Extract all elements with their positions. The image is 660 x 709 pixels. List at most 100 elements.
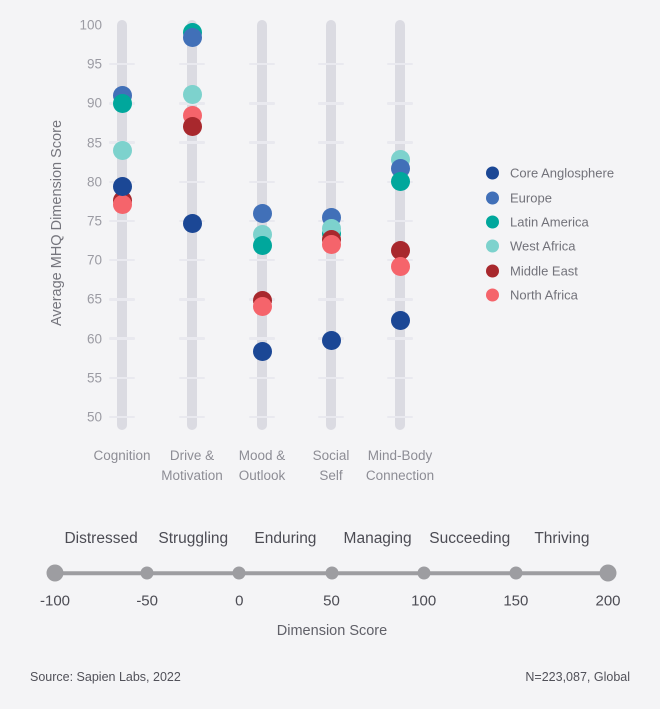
- category-label-line: Mind-Body: [367, 448, 433, 463]
- y-tick-label: 90: [86, 95, 102, 111]
- category-label-line: Drive &: [169, 448, 215, 463]
- scale-tick-label: 50: [323, 592, 340, 610]
- zone-label-distressed: Distressed: [64, 530, 138, 547]
- legend-item-north-africa: North Africa: [486, 288, 578, 303]
- zone-label-managing: Managing: [343, 530, 412, 547]
- legend-item-europe: Europe: [486, 191, 552, 206]
- y-tick-label: 55: [86, 370, 102, 386]
- category-label-line: Outlook: [238, 468, 286, 483]
- bar-tick-mark: [318, 376, 344, 380]
- data-point-core-anglosphere: [390, 311, 410, 331]
- category-label: Drive & Motivation: [161, 446, 223, 486]
- data-point-west-africa: [112, 140, 132, 160]
- y-tick-label: 65: [86, 291, 102, 307]
- data-point-middle-east: [390, 241, 410, 261]
- y-tick-label: 70: [86, 252, 102, 268]
- y-tick-label: 95: [86, 56, 102, 72]
- zone-label-succeeding: Succeeding: [429, 530, 511, 547]
- bar-tick-mark: [387, 219, 413, 223]
- dimension-bar: [395, 20, 405, 430]
- data-point-core-anglosphere: [252, 341, 272, 361]
- scale-tick-label: 150: [503, 592, 529, 610]
- category-label-line: Motivation: [161, 468, 223, 483]
- legend-swatch-icon: [486, 288, 499, 302]
- category-label: Social Self: [313, 446, 350, 486]
- category-label-line: Connection: [365, 468, 435, 483]
- legend-swatch-icon: [486, 191, 499, 205]
- bar-tick-mark: [387, 337, 413, 340]
- legend-item-core-anglosphere: Core Anglosphere: [486, 166, 614, 181]
- bar-tick-mark: [249, 258, 275, 262]
- data-point-latin-america: [112, 93, 132, 113]
- data-point-latin-america: [252, 235, 272, 255]
- bar-tick-mark: [249, 180, 275, 184]
- bar-tick-mark: [249, 62, 275, 66]
- category-label: Mood & Outlook: [239, 446, 286, 486]
- bar-tick-mark: [387, 298, 413, 301]
- legend-item-latin-america: Latin America: [486, 215, 589, 230]
- data-point-north-africa: [252, 296, 272, 316]
- bar-tick-mark: [387, 376, 413, 380]
- bar-tick-mark: [109, 415, 135, 419]
- bar-tick-mark: [387, 102, 413, 105]
- scale-tick-label: -100: [39, 592, 71, 610]
- bar-tick-mark: [109, 376, 135, 380]
- bar-tick-mark: [318, 298, 344, 301]
- scale-dot: [325, 566, 338, 580]
- data-point-europe: [182, 28, 202, 48]
- scale-dot: [140, 566, 154, 580]
- bar-tick-mark: [318, 102, 344, 105]
- bar-tick-mark: [318, 180, 344, 184]
- y-tick-label: 85: [86, 135, 102, 151]
- scale-dot: [509, 566, 523, 580]
- bar-tick-mark: [179, 62, 205, 66]
- bar-tick-mark: [109, 298, 135, 301]
- scale-dot: [232, 566, 246, 580]
- bar-tick-mark: [249, 337, 275, 340]
- legend-swatch-icon: [486, 264, 499, 278]
- bar-tick-mark: [179, 258, 205, 262]
- y-tick-label: 50: [86, 409, 102, 425]
- bar-tick-mark: [249, 141, 275, 144]
- bar-tick-mark: [109, 337, 135, 340]
- bar-tick-mark: [387, 141, 413, 144]
- legend-swatch-icon: [486, 215, 499, 229]
- scale-dot: [417, 566, 431, 580]
- bar-tick-mark: [249, 102, 275, 105]
- bar-tick-mark: [318, 415, 344, 419]
- y-tick-label: 75: [86, 213, 102, 229]
- category-label: Cognition: [93, 446, 150, 466]
- data-point-latin-america: [390, 171, 410, 191]
- bar-tick-mark: [179, 337, 205, 340]
- zone-label-enduring: Enduring: [254, 530, 317, 547]
- data-point-middle-east: [182, 117, 202, 137]
- y-tick-label: 100: [79, 17, 102, 33]
- bar-tick-mark: [109, 62, 135, 66]
- data-point-core-anglosphere: [321, 331, 341, 351]
- bar-tick-mark: [179, 180, 205, 184]
- dimension-score-axis-label: Dimension Score: [276, 623, 388, 639]
- category-label-line: Cognition: [93, 448, 151, 463]
- bar-tick-mark: [109, 219, 135, 223]
- category-label-line: Mood &: [238, 448, 286, 463]
- legend-label: Middle East: [510, 263, 578, 279]
- legend-label: North Africa: [510, 287, 578, 303]
- data-point-core-anglosphere: [182, 213, 202, 233]
- scale-tick-label: 100: [411, 592, 437, 610]
- data-point-north-africa: [390, 256, 410, 276]
- bar-tick-mark: [179, 415, 205, 419]
- bar-tick-mark: [318, 141, 344, 144]
- legend-label: West Africa: [510, 238, 576, 254]
- category-label-line: Self: [319, 468, 343, 483]
- bar-tick-mark: [249, 376, 275, 380]
- y-tick-label: 60: [86, 331, 102, 347]
- data-point-north-africa: [112, 195, 132, 215]
- category-label-line: Social: [312, 448, 350, 463]
- scale-dot: [599, 564, 617, 582]
- bar-tick-mark: [387, 62, 413, 66]
- legend-swatch-icon: [486, 239, 499, 253]
- bar-tick-mark: [179, 298, 205, 301]
- legend-item-middle-east: Middle East: [486, 264, 578, 279]
- bar-tick-mark: [179, 376, 205, 380]
